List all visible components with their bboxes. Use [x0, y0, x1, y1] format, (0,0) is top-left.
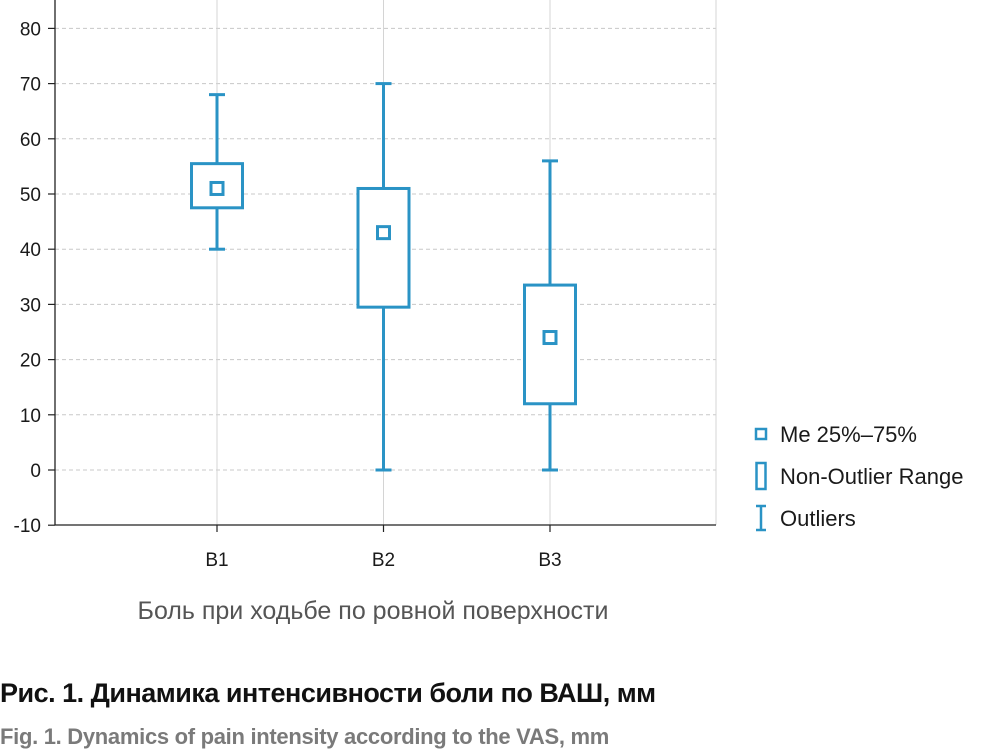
- legend-median-icon: [754, 427, 768, 441]
- legend-box-icon: [755, 461, 767, 491]
- median-marker: [376, 225, 391, 241]
- axes: [48, 0, 716, 532]
- x-tick-label: B2: [372, 550, 395, 571]
- boxplot-chart: -10 0 10 20 30 40 50 60 70 80 B1 B2 B3 Me 25%–75% No…: [14, 0, 963, 625]
- legend: Me 25%–75% Non-Outlier Range Outliers: [754, 422, 963, 532]
- x-tick-labels: B1 B2 B3: [205, 550, 561, 571]
- figure-caption-en: Fig. 1. Dynamics of pain intensity accor…: [0, 724, 609, 749]
- y-tick-label: -10: [14, 516, 41, 537]
- y-tick-label: 10: [20, 406, 41, 427]
- x-axis-title: Боль при ходьбе по ровной поверхности: [138, 597, 609, 625]
- y-tick-label: 40: [20, 240, 41, 261]
- legend-label: Outliers: [780, 506, 856, 531]
- legend-item-whisker: Outliers: [756, 504, 856, 532]
- x-tick-label: B1: [205, 550, 228, 571]
- legend-label: Me 25%–75%: [780, 422, 917, 447]
- legend-item-median-square: Me 25%–75%: [754, 422, 917, 447]
- y-tick-label: 0: [30, 461, 41, 482]
- y-tick-label: 60: [20, 130, 41, 151]
- y-tick-label: 50: [20, 185, 41, 206]
- y-tick-label: 70: [20, 75, 41, 96]
- y-tick-label: 30: [20, 295, 41, 316]
- y-tick-label: 80: [20, 19, 41, 40]
- iqr-box: [356, 186, 411, 309]
- median-marker: [542, 330, 558, 346]
- x-tick-label: B3: [538, 550, 561, 571]
- y-tick-label: 20: [20, 351, 41, 372]
- median-marker: [209, 180, 225, 196]
- figure-caption-ru: Рис. 1. Динамика интенсивности боли по В…: [0, 678, 656, 708]
- boxes: [190, 82, 577, 472]
- y-tick-labels: -10 0 10 20 30 40 50 60 70 80: [14, 19, 41, 537]
- box-b3: [523, 159, 577, 472]
- box-b1: [190, 93, 244, 251]
- legend-item-box: Non-Outlier Range: [755, 461, 963, 491]
- legend-label: Non-Outlier Range: [780, 464, 963, 489]
- box-b2: [356, 82, 411, 472]
